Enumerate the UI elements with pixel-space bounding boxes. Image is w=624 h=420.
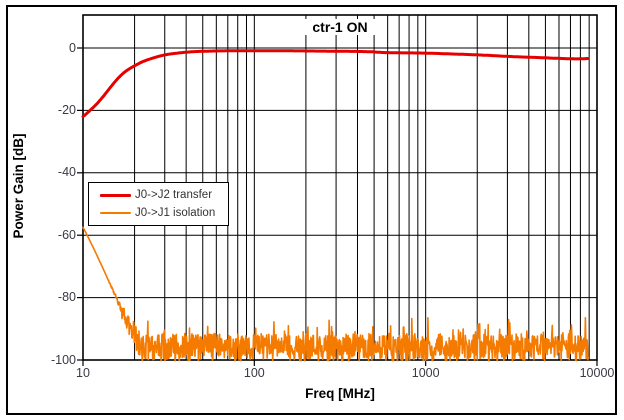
x-tick-label: 1000 <box>411 366 440 380</box>
legend-item-transfer: J0->J2 transfer <box>100 189 228 201</box>
y-tick-label: -60 <box>57 227 76 242</box>
x-tick-label: 10 <box>76 366 90 380</box>
x-tick-label: 100 <box>243 366 265 380</box>
y-tick-label: -20 <box>57 102 76 117</box>
isolation-line-sample <box>100 212 131 214</box>
x-tick-label: 10000 <box>579 366 615 380</box>
y-axis-title: Power Gain [dB] <box>11 133 26 239</box>
legend-label-transfer: J0->J2 transfer <box>135 189 213 201</box>
transfer-curve <box>81 49 590 119</box>
isolation-curve <box>82 226 590 362</box>
x-axis-title: Freq [MHz] <box>305 386 375 401</box>
plot-frame <box>82 14 598 361</box>
y-tick-label: 0 <box>69 40 76 55</box>
y-tick-label: -80 <box>57 290 76 305</box>
transfer-line-sample <box>100 193 131 197</box>
legend-label-isolation: J0->J1 isolation <box>135 207 216 219</box>
figure-border <box>6 5 617 415</box>
y-tick-label: -100 <box>50 352 76 367</box>
legend-item-isolation: J0->J1 isolation <box>100 207 228 219</box>
y-tick-label: -40 <box>57 165 76 180</box>
legend: J0->J2 transfer J0->J1 isolation <box>88 182 229 226</box>
